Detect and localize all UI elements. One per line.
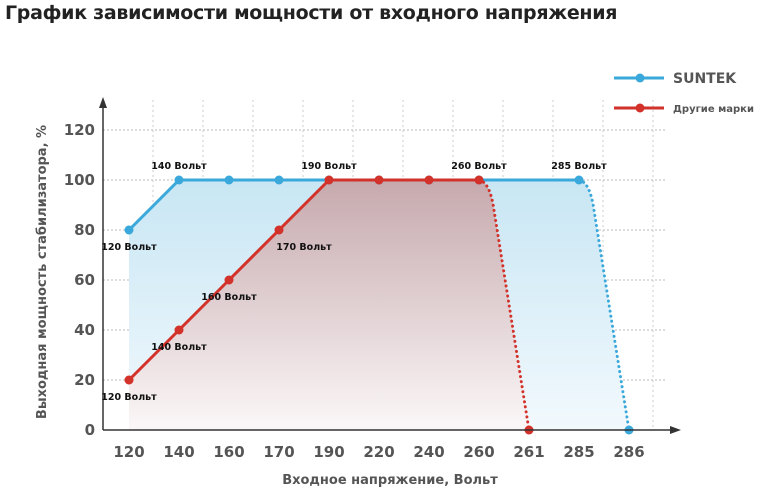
- x-tick-label: 260: [463, 443, 494, 461]
- y-tick-label: 60: [74, 271, 95, 289]
- data-point: [224, 175, 234, 185]
- series-line: [127, 178, 479, 382]
- point-label: 190 Вольт: [301, 161, 357, 172]
- x-axis-label: Входное напряжение, Вольт: [282, 473, 498, 488]
- y-axis-label: Выходная мощность стабилизатора, %: [35, 125, 50, 419]
- data-point: [374, 175, 384, 185]
- series-drop-line: [577, 178, 631, 432]
- y-tick-label: 0: [85, 421, 95, 439]
- data-point: [324, 175, 334, 185]
- point-label: 140 Вольт: [151, 342, 207, 353]
- chart-title: График зависимости мощности от входного …: [5, 2, 618, 24]
- x-axis-arrow: [670, 426, 681, 434]
- x-tick-label: 160: [213, 443, 244, 461]
- data-point: [224, 275, 234, 285]
- legend-label: SUNTEK: [673, 71, 737, 87]
- y-tick-label: 20: [74, 371, 95, 389]
- y-tick-label: 40: [74, 321, 95, 339]
- x-tick-label: 120: [113, 443, 144, 461]
- point-label: 260 Вольт: [451, 161, 507, 172]
- legend-marker: [635, 73, 645, 83]
- y-tick-label: 120: [64, 121, 95, 139]
- x-tick-label: 140: [163, 443, 194, 461]
- x-tick-label: 240: [413, 443, 444, 461]
- data-point: [474, 175, 484, 185]
- x-tick-label: 285: [563, 443, 594, 461]
- series-area: [129, 180, 529, 430]
- x-tick-label: 220: [363, 443, 394, 461]
- point-label: 160 Вольт: [201, 292, 257, 303]
- data-point: [174, 325, 184, 335]
- point-label: 170 Вольт: [276, 242, 332, 253]
- data-point: [124, 375, 134, 385]
- x-tick-label: 286: [613, 443, 644, 461]
- series-drop-line: [477, 178, 531, 432]
- y-axis-arrow: [99, 97, 107, 108]
- x-tick-label: 190: [313, 443, 344, 461]
- legend-marker: [635, 103, 645, 113]
- point-label: 120 Вольт: [101, 242, 157, 253]
- point-label: 285 Вольт: [551, 161, 607, 172]
- y-tick-label: 100: [64, 171, 95, 189]
- data-point: [124, 225, 134, 235]
- y-tick-label: 80: [74, 221, 95, 239]
- data-point: [574, 175, 584, 185]
- data-point: [424, 175, 434, 185]
- data-point: [274, 175, 284, 185]
- x-tick-label: 170: [263, 443, 294, 461]
- point-label: 120 Вольт: [101, 392, 157, 403]
- x-tick-label: 261: [513, 443, 544, 461]
- point-label: 140 Вольт: [151, 161, 207, 172]
- data-point: [174, 175, 184, 185]
- legend-label: Другие марки: [673, 104, 754, 115]
- data-point: [274, 225, 284, 235]
